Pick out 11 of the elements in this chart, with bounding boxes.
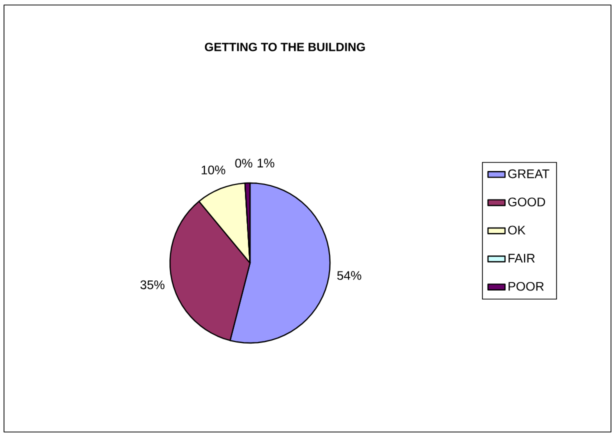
legend-label: GREAT	[508, 169, 550, 178]
data-label: 54%	[337, 271, 362, 280]
chart-title: GETTING TO THE BUILDING	[204, 42, 365, 52]
data-label: 10%	[202, 166, 226, 174]
legend-label: GOOD	[508, 198, 546, 206]
data-label: 35%	[140, 280, 164, 290]
text: 0%	[235, 158, 252, 168]
legend-label: FAIR	[508, 254, 535, 262]
legend-label: OK	[508, 226, 526, 235]
data-label: 1%	[258, 158, 274, 168]
legend-label: POOR	[508, 282, 544, 291]
